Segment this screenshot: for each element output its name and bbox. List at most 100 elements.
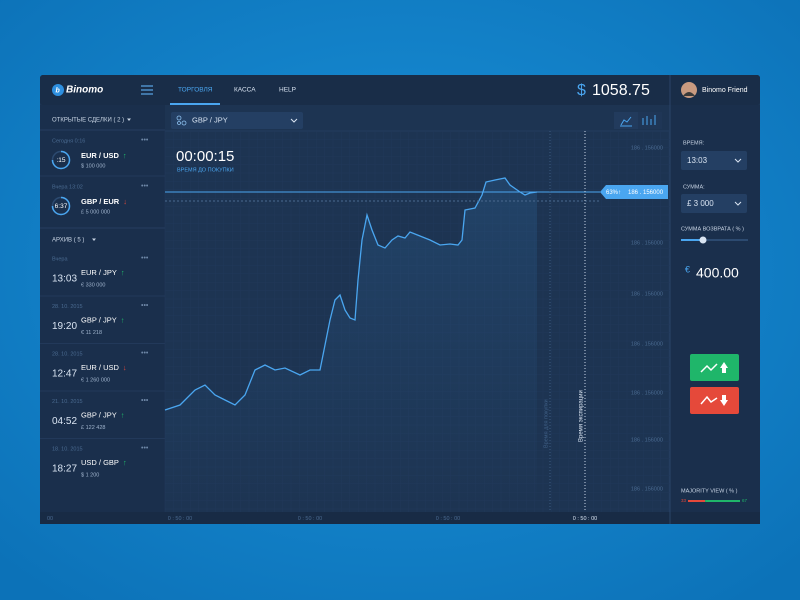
- pair-icon: [176, 115, 187, 126]
- return-value: 400.00: [696, 265, 739, 281]
- nav-item[interactable]: HELP: [279, 87, 296, 94]
- menu-icon[interactable]: [141, 85, 153, 95]
- archive-arrow: ↑: [121, 315, 125, 324]
- return-label: СУММА ВОЗВРАТА ( % ): [681, 226, 744, 232]
- archive-arrow: ↑: [121, 410, 125, 419]
- call-arrow: [720, 362, 728, 373]
- current-price-tag: [600, 185, 668, 199]
- archive-date: 18. 10. 2015: [52, 446, 83, 452]
- logo-icon: [52, 84, 64, 96]
- return-currency: €: [685, 264, 690, 274]
- put-icon: [700, 395, 718, 405]
- amount-label: СУММА:: [683, 184, 705, 190]
- balance: 1058.75: [592, 82, 650, 99]
- price-label: 186 . 156000: [631, 145, 663, 151]
- archive-date: 28. 10. 2015: [52, 351, 83, 357]
- majority-label: MAJORITY VIEW ( % ): [681, 488, 738, 494]
- archive-date: 28. 10. 2015: [52, 304, 83, 310]
- price-label: 186 . 156000: [631, 341, 663, 347]
- nav-item[interactable]: КАССА: [234, 87, 256, 94]
- trade-pair: GBP / EUR: [81, 197, 120, 206]
- more-dots[interactable]: •••: [141, 302, 149, 309]
- archive-amount: $ 1 200: [81, 472, 99, 478]
- archive-time: 12:47: [52, 369, 77, 380]
- trade-date: Вчера 13:02: [52, 184, 83, 190]
- price-label: 186 . 156000: [631, 486, 663, 492]
- slider-knob[interactable]: [699, 236, 707, 244]
- logo-text: Binomo: [66, 85, 103, 96]
- archive-time: 18:27: [52, 464, 77, 475]
- archive-date: 21. 10. 2015: [52, 399, 83, 405]
- time-label: 0 : 50 : 00: [168, 516, 192, 522]
- dropdown-arrow: [290, 118, 298, 123]
- timer-progress: [51, 150, 71, 170]
- price-label: 186 . 156000: [631, 390, 663, 396]
- archive-pair: GBP / JPY: [81, 410, 117, 419]
- trade-amount: $ 100 000: [81, 163, 105, 169]
- caret[interactable]: [92, 238, 96, 242]
- put-arrow: [720, 395, 728, 406]
- logo-mark: b: [56, 87, 61, 94]
- amount-select[interactable]: [681, 194, 747, 213]
- candle-icon: [642, 115, 656, 125]
- time-value[interactable]: 13:03: [687, 156, 708, 165]
- archive-title: АРХИВ ( 5 ): [52, 238, 84, 244]
- header-bar: [40, 75, 760, 105]
- time-label: 0 : 50 : 00: [298, 516, 322, 522]
- archive-pair: EUR / JPY: [81, 268, 117, 277]
- panel-bg: [670, 105, 760, 524]
- more-dots[interactable]: •••: [141, 137, 149, 144]
- majority-low: 33: [681, 498, 687, 503]
- price-label: 186 . 156000: [631, 240, 663, 246]
- open-trades-title: ОТКРЫТЫЕ СДЕЛКИ ( 2 ): [52, 118, 124, 124]
- more-dots[interactable]: •••: [141, 255, 149, 262]
- archive-time: 13:03: [52, 274, 77, 285]
- current-percent: 63%↑: [606, 190, 621, 196]
- archive-time: 04:52: [52, 416, 77, 427]
- time-select[interactable]: [681, 151, 747, 170]
- line-icon: [620, 116, 632, 126]
- chart-type-candle[interactable]: [638, 112, 662, 129]
- caret[interactable]: [127, 118, 131, 122]
- call-icon: [700, 363, 718, 373]
- trade-timer: 6:37: [55, 203, 68, 210]
- time-label: 0 : 50 : 00: [573, 516, 597, 522]
- price-label: 186 . 156000: [631, 291, 663, 297]
- archive-amount: € 330 000: [81, 282, 105, 288]
- user-name[interactable]: Binomo Friend: [702, 87, 748, 94]
- avatar-shirt: [683, 92, 695, 96]
- archive-date: Вчера: [52, 256, 68, 262]
- dropdown-arrow: [734, 201, 742, 206]
- time-label: 0 : 50 : 00: [436, 516, 460, 522]
- time-label: 00: [47, 516, 53, 522]
- sidebar-bg: [40, 105, 165, 524]
- archive-amount: £ 122 428: [81, 425, 105, 431]
- trade-amount: £ 5 000 000: [81, 209, 110, 215]
- purchase-line-label: Время для покупки: [543, 399, 549, 448]
- trade-pair: EUR / USD: [81, 151, 120, 160]
- balance-currency: $: [577, 82, 586, 99]
- current-price: 186 . 156000: [628, 190, 664, 196]
- chart-type-line[interactable]: [614, 112, 638, 129]
- archive-pair: GBP / JPY: [81, 315, 117, 324]
- archive-time: 19:20: [52, 321, 77, 332]
- price-label: 186 . 156000: [631, 437, 663, 443]
- amount-value[interactable]: £ 3 000: [687, 199, 714, 208]
- archive-arrow: ↑: [123, 458, 127, 467]
- majority-high: 67: [742, 498, 748, 503]
- trade-arrow: ↓: [123, 197, 127, 206]
- expiry-line-label: Время экспирации: [579, 390, 585, 442]
- more-dots[interactable]: •••: [141, 350, 149, 357]
- archive-arrow: ↑: [121, 268, 125, 277]
- pair-name[interactable]: GBP / JPY: [192, 115, 228, 124]
- more-dots[interactable]: •••: [141, 183, 149, 190]
- archive-arrow: ↓: [123, 363, 127, 372]
- price-line: [164, 177, 538, 411]
- time-bar: [40, 512, 760, 524]
- more-dots[interactable]: •••: [141, 445, 149, 452]
- nav-item[interactable]: ТОРГОВЛЯ: [178, 87, 213, 94]
- pair-select[interactable]: [171, 112, 303, 129]
- more-dots[interactable]: •••: [141, 397, 149, 404]
